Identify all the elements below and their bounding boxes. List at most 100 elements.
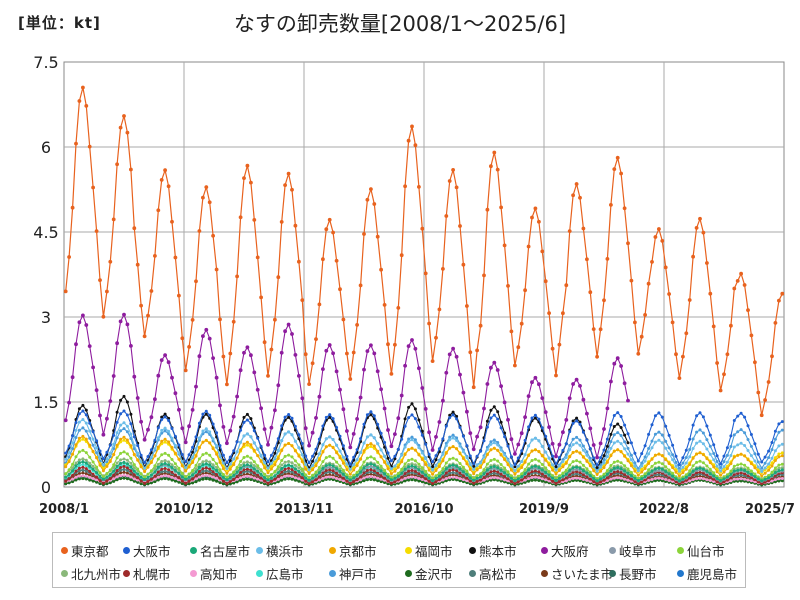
data-point [485, 468, 489, 472]
data-point [773, 459, 777, 462]
data-point [215, 462, 219, 466]
data-point [283, 183, 287, 188]
data-point [111, 217, 116, 222]
data-point [242, 350, 246, 355]
data-point [753, 475, 757, 479]
data-point [187, 472, 191, 476]
data-point [317, 475, 321, 479]
data-point [455, 436, 459, 440]
data-point [527, 468, 531, 472]
data-point [664, 446, 668, 450]
legend-label: 広島市 [266, 567, 304, 582]
data-point [242, 176, 246, 181]
data-point [170, 475, 174, 479]
data-point [653, 414, 657, 418]
data-point [568, 448, 572, 452]
data-point [283, 477, 287, 481]
data-point [444, 461, 448, 465]
data-point [122, 427, 126, 431]
data-point [338, 467, 342, 471]
data-point [194, 384, 198, 389]
data-point [252, 370, 257, 375]
data-point [91, 464, 95, 468]
data-point [112, 447, 116, 451]
data-point [290, 475, 294, 478]
data-point [91, 477, 95, 480]
data-point [293, 439, 297, 443]
data-point [561, 465, 565, 469]
data-point [108, 477, 112, 481]
data-point [153, 470, 157, 474]
data-point [379, 267, 383, 272]
data-point [81, 465, 85, 469]
data-point [136, 444, 140, 447]
data-point [382, 303, 387, 307]
data-point [184, 460, 188, 464]
data-point [64, 479, 68, 483]
data-point [77, 450, 81, 454]
data-point [695, 452, 699, 456]
legend-marker [61, 570, 68, 577]
data-point [351, 350, 356, 355]
data-point [383, 481, 387, 484]
data-point [554, 472, 558, 476]
data-point [204, 327, 209, 332]
data-point [753, 480, 757, 484]
data-point [269, 479, 273, 483]
data-point [365, 463, 369, 467]
data-point [180, 426, 185, 431]
data-point [770, 354, 774, 359]
data-point [509, 464, 513, 468]
data-point [74, 461, 78, 465]
data-point [780, 466, 784, 470]
data-point [431, 460, 435, 464]
data-point [739, 477, 743, 481]
data-point [705, 473, 709, 477]
data-point [557, 442, 562, 447]
data-point [249, 473, 253, 477]
data-point [191, 481, 195, 485]
legend-label: さいたま市 [551, 567, 614, 582]
data-point [218, 317, 222, 322]
data-point [235, 480, 239, 484]
data-point [756, 470, 760, 474]
data-point [201, 463, 205, 467]
data-point [503, 471, 507, 475]
data-point [266, 481, 270, 485]
data-point [170, 375, 174, 380]
data-point [105, 457, 109, 461]
data-point [417, 465, 421, 469]
data-point [773, 321, 778, 325]
data-point [215, 479, 219, 483]
data-point [225, 382, 229, 387]
data-point [516, 475, 520, 478]
data-point [293, 449, 297, 453]
data-point [420, 451, 424, 455]
data-point [578, 422, 582, 426]
data-point [204, 185, 209, 190]
data-point [506, 470, 510, 474]
data-point [588, 447, 592, 450]
data-point [276, 474, 280, 478]
data-point [705, 469, 709, 473]
data-point [403, 476, 407, 480]
data-point [396, 306, 401, 310]
data-point [667, 292, 671, 296]
data-point [622, 381, 627, 386]
data-point [201, 472, 205, 475]
data-point [719, 482, 723, 485]
data-point [84, 467, 88, 471]
data-point [307, 443, 311, 448]
data-point [605, 455, 609, 459]
data-point [77, 99, 82, 103]
data-point [711, 324, 716, 329]
data-point [441, 452, 445, 456]
data-point [191, 450, 195, 454]
data-point [369, 472, 373, 476]
data-point [153, 467, 157, 471]
data-point [674, 480, 678, 484]
data-point [321, 367, 325, 371]
data-point [448, 473, 452, 477]
data-point [619, 415, 623, 418]
data-point [358, 283, 363, 288]
